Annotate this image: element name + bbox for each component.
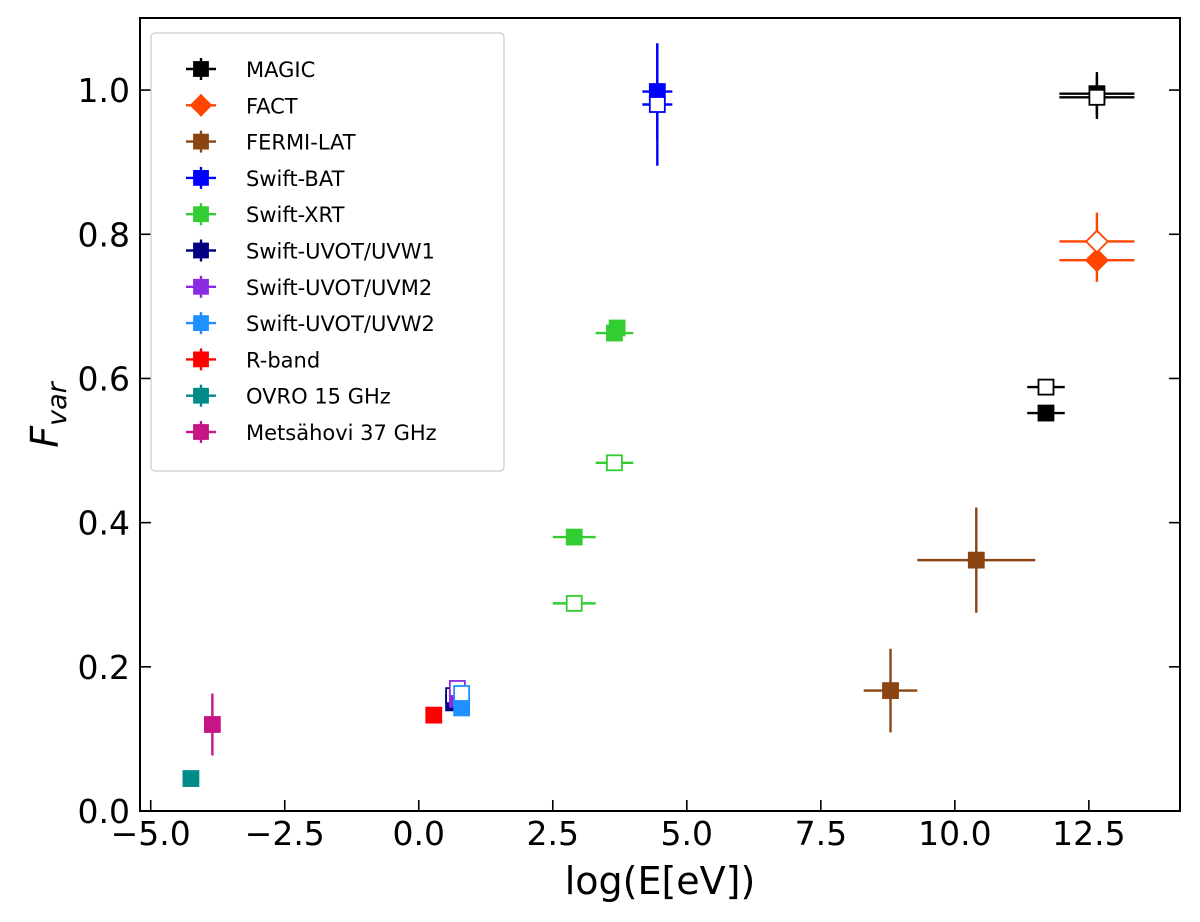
x-tick-label: −5.0 (111, 814, 191, 853)
y-axis-label-main: F (23, 425, 67, 448)
legend-marker (193, 278, 209, 295)
legend-marker (193, 61, 209, 77)
legend-label: MAGIC (246, 58, 315, 82)
legend-entry: FACT (186, 93, 298, 118)
filled-marker (182, 770, 200, 787)
legend-entry: OVRO 15 GHz (186, 384, 391, 409)
y-axis-label: Fvar (23, 380, 73, 447)
legend: MAGIC FACT FERMI-LAT Swift-BAT Swift-XRT Swif… (150, 32, 505, 472)
data-point (453, 685, 471, 702)
legend-entry: Swift-XRT (186, 203, 345, 227)
legend-label: Swift-UVOT/UVW1 (246, 240, 435, 264)
legend-label: FACT (246, 94, 298, 118)
plot-frame (139, 17, 1181, 812)
legend-marker (193, 387, 209, 404)
open-marker (1084, 229, 1109, 254)
open-marker (453, 685, 471, 702)
data-point (595, 324, 634, 342)
data-point (1059, 212, 1135, 271)
open-marker (1088, 88, 1106, 106)
legend-marker (193, 169, 209, 186)
open-marker (1037, 378, 1055, 396)
legend-box (150, 32, 505, 472)
data-point (917, 507, 1036, 613)
data-point (863, 648, 918, 733)
y-tick-label: 0.2 (78, 648, 130, 687)
data-point (552, 528, 596, 546)
data-point (1027, 378, 1065, 396)
legend-marker (193, 133, 209, 150)
legend-entry: R-band (186, 348, 320, 372)
filled-marker (565, 528, 583, 546)
data-point (1059, 75, 1135, 119)
filled-marker (1037, 404, 1055, 422)
legend-label: Metsähovi 37 GHz (246, 421, 437, 445)
data-point (552, 594, 596, 612)
y-tick-label: 0.8 (78, 215, 130, 254)
y-tick-label: 0.0 (78, 792, 130, 831)
legend-label: Swift-UVOT/UVM2 (246, 276, 432, 300)
legend-entry: Swift-UVOT/UVW1 (186, 239, 435, 264)
y-tick-label: 1.0 (78, 71, 130, 110)
legend-label: Swift-XRT (246, 203, 345, 227)
legend-marker (193, 206, 209, 223)
legend-entry: FERMI-LAT (186, 130, 356, 155)
legend-label: R-band (246, 348, 320, 372)
legend-entry: MAGIC (186, 58, 315, 82)
x-tick-label: 12.5 (1052, 814, 1125, 853)
legend-label: FERMI-LAT (246, 131, 356, 155)
filled-marker (453, 699, 471, 717)
legend-entry: Swift-BAT (186, 166, 345, 191)
open-marker (565, 594, 583, 612)
data-point (1027, 404, 1065, 422)
x-tick-label: 5.0 (661, 814, 713, 853)
open-marker (648, 96, 666, 113)
legend-marker (193, 242, 209, 259)
x-axis-label: log(E[eV]) (565, 859, 756, 903)
legend-label: OVRO 15 GHz (246, 385, 391, 409)
data-point (595, 454, 634, 472)
data-point (453, 699, 471, 717)
data-point (425, 706, 443, 724)
legend-marker (193, 315, 209, 332)
x-tick-label: 0.0 (393, 814, 445, 853)
data-point (182, 770, 200, 787)
legend-entry: Swift-UVOT/UVW2 (186, 312, 435, 336)
data-point (203, 693, 221, 756)
data-points (182, 43, 1135, 787)
x-tick-label: −2.5 (245, 814, 325, 853)
filled-marker (882, 682, 899, 700)
legend-marker (193, 351, 209, 368)
x-tick-label: 10.0 (918, 814, 991, 853)
open-marker (606, 454, 623, 472)
axis-ticks: −5.0 −2.5 0.0 2.5 5.0 7.5 10.0 12.5 0.0 0.2 0.4 0.6… (78, 71, 1180, 853)
legend-label: Swift-BAT (246, 167, 345, 191)
filled-marker (967, 551, 985, 569)
y-tick-label: 0.6 (78, 359, 130, 398)
filled-marker (203, 716, 221, 733)
legend-marker (193, 424, 209, 440)
legend-entry: Swift-UVOT/UVM2 (186, 275, 432, 300)
x-tick-label: 7.5 (795, 814, 847, 853)
x-tick-label: 2.5 (527, 814, 579, 853)
data-point (642, 43, 673, 166)
filled-marker (425, 706, 443, 724)
filled-marker (606, 324, 623, 342)
y-tick-label: 0.4 (78, 504, 130, 543)
legend-marker (189, 93, 213, 117)
y-axis-label-sub: var (42, 380, 73, 426)
legend-entry: Metsähovi 37 GHz (186, 421, 437, 445)
legend-label: Swift-UVOT/UVW2 (246, 312, 435, 336)
